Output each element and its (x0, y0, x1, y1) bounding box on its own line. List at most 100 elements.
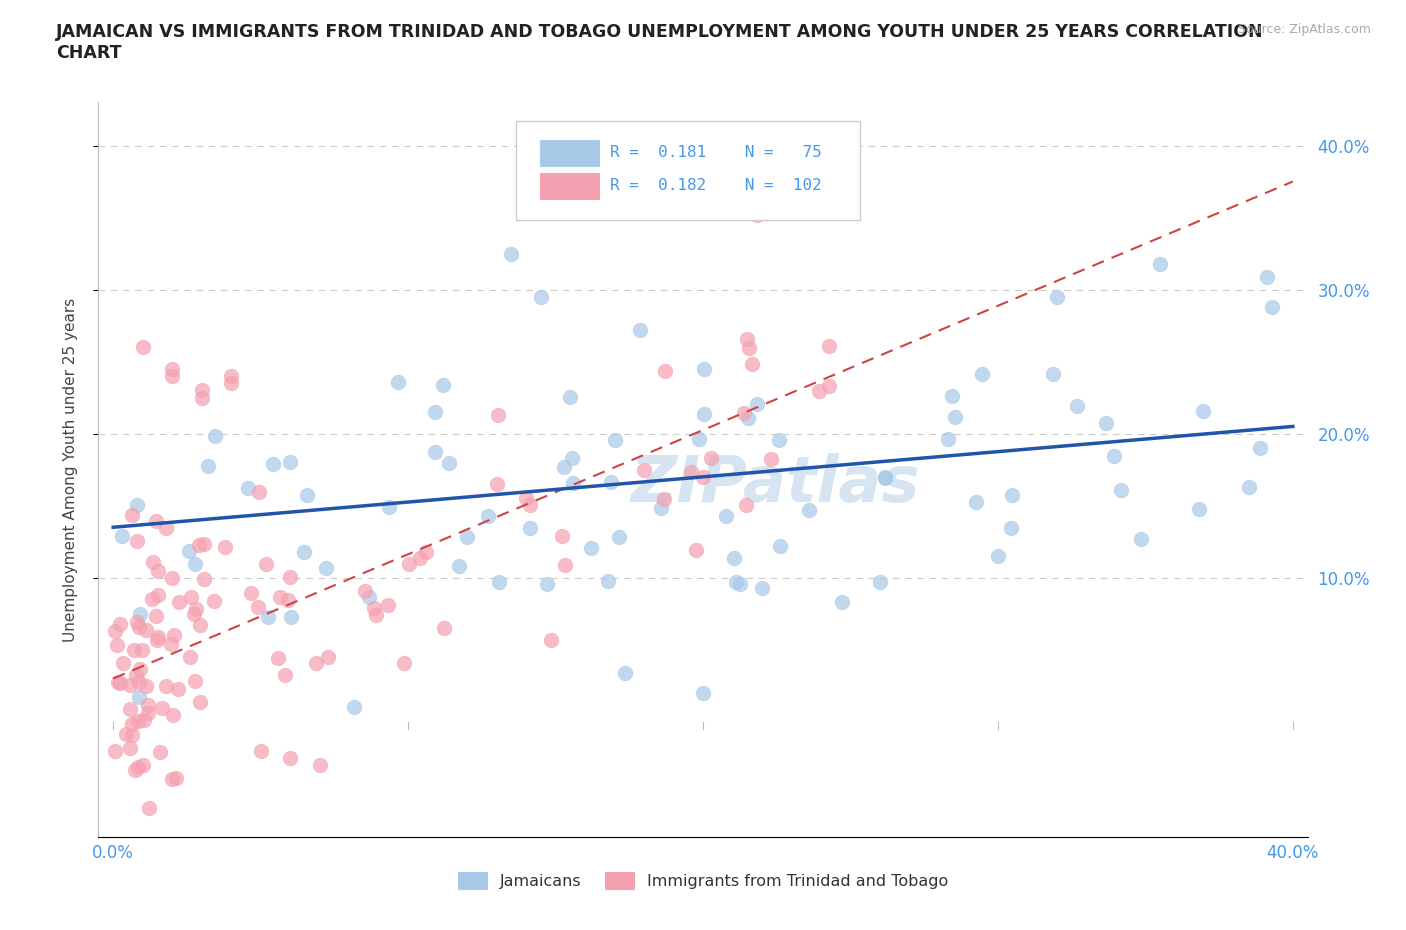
Point (110, 676, 132, 691)
Point (681, 464, 703, 479)
Point (127, 760, 149, 775)
Point (1249, 440, 1271, 455)
Point (150, 700, 173, 715)
Point (387, 374, 409, 389)
Point (240, 586, 263, 601)
Point (148, 564, 170, 578)
Point (135, 679, 157, 694)
Point (633, 462, 655, 477)
Point (135, 622, 157, 637)
Point (554, 558, 576, 573)
Point (188, 618, 211, 632)
Point (398, 557, 420, 572)
Point (515, 491, 537, 506)
Point (692, 470, 714, 485)
Point (197, 458, 219, 473)
Point (415, 544, 437, 559)
Point (183, 556, 205, 571)
Point (607, 530, 630, 545)
Point (136, 706, 159, 721)
Point (751, 580, 773, 595)
Point (558, 390, 581, 405)
Point (693, 406, 716, 421)
Point (131, 339, 153, 354)
Point (128, 619, 150, 634)
Point (688, 432, 710, 446)
Point (363, 600, 385, 615)
Point (1188, 501, 1211, 516)
FancyBboxPatch shape (516, 121, 860, 219)
Point (456, 530, 478, 545)
Point (184, 673, 207, 688)
Point (274, 668, 297, 683)
Point (423, 445, 446, 459)
Point (160, 636, 183, 651)
Point (108, 616, 131, 631)
Point (652, 491, 675, 506)
Point (488, 575, 510, 590)
Point (120, 740, 142, 755)
Point (377, 598, 399, 613)
Point (204, 429, 226, 444)
Point (277, 592, 299, 607)
Point (342, 700, 364, 715)
Point (723, 551, 745, 565)
Point (733, 405, 755, 420)
Point (236, 480, 259, 495)
Point (728, 577, 751, 591)
Point (118, 678, 141, 693)
Point (654, 364, 676, 379)
Point (219, 376, 242, 391)
Point (519, 521, 541, 536)
Point (278, 455, 301, 470)
Point (269, 590, 291, 604)
Point (869, 575, 891, 590)
Point (308, 758, 330, 773)
Point (1094, 416, 1116, 431)
Point (392, 656, 415, 671)
Text: Source: ZipAtlas.com: Source: ZipAtlas.com (1237, 23, 1371, 36)
Point (409, 551, 432, 565)
Point (127, 713, 149, 728)
Point (104, 624, 127, 639)
Point (1237, 480, 1260, 495)
Point (204, 593, 226, 608)
Point (267, 650, 290, 665)
Point (965, 495, 987, 510)
FancyBboxPatch shape (540, 140, 599, 166)
Point (128, 689, 150, 704)
Point (970, 367, 993, 382)
Point (735, 498, 758, 512)
Point (477, 509, 499, 524)
Point (818, 339, 841, 353)
Point (155, 679, 177, 694)
Point (186, 601, 208, 616)
Point (121, 716, 143, 731)
Y-axis label: Unemployment Among Youth under 25 years: Unemployment Among Youth under 25 years (63, 298, 77, 642)
Point (149, 745, 172, 760)
Point (138, 801, 160, 816)
Point (1066, 399, 1088, 414)
Point (987, 549, 1010, 564)
Point (603, 432, 626, 447)
Point (249, 743, 271, 758)
Point (278, 751, 301, 765)
Point (724, 575, 747, 590)
Point (433, 621, 456, 636)
Point (1129, 531, 1152, 546)
Point (167, 682, 190, 697)
Point (177, 543, 200, 558)
Point (600, 474, 623, 489)
Point (125, 667, 148, 682)
Point (127, 615, 149, 630)
Point (127, 534, 149, 549)
Point (761, 451, 783, 466)
Point (359, 590, 381, 604)
Point (1149, 256, 1171, 271)
Point (112, 656, 135, 671)
Point (280, 609, 302, 624)
Point (1000, 521, 1022, 536)
Point (262, 457, 284, 472)
Point (305, 656, 328, 671)
Point (747, 396, 769, 411)
